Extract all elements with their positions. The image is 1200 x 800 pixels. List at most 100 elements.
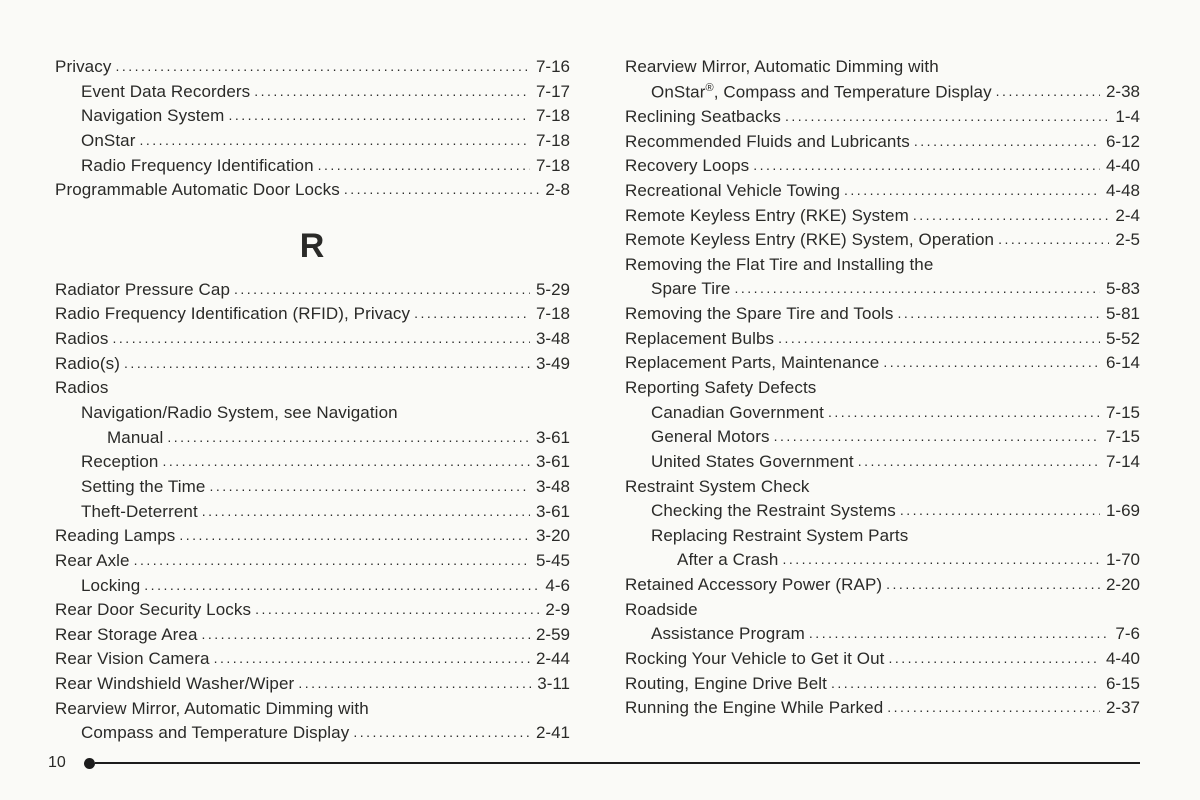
toc-entry-page: 2-38: [1100, 80, 1140, 105]
toc-entry-label: Remote Keyless Entry (RKE) System, Opera…: [625, 228, 998, 253]
toc-entry-label: Programmable Automatic Door Locks: [55, 178, 344, 203]
toc-entry-page: 5-81: [1100, 302, 1140, 327]
toc-leader-dots: ........................................…: [139, 130, 530, 150]
toc-entry-label: General Motors: [651, 425, 774, 450]
toc-entry: Manual..................................…: [55, 426, 570, 451]
toc-leader-dots: ........................................…: [162, 451, 530, 471]
toc-entry-label: Locking: [81, 574, 144, 599]
toc-entry-page: 6-12: [1100, 130, 1140, 155]
toc-leader-dots: ........................................…: [113, 328, 530, 348]
toc-entry-label: Routing, Engine Drive Belt: [625, 672, 831, 697]
toc-entry-label: Rear Windshield Washer/Wiper: [55, 672, 298, 697]
toc-entry-label: Rear Vision Camera: [55, 647, 214, 672]
toc-entry-label: After a Crash: [677, 548, 782, 573]
toc-leader-dots: ........................................…: [124, 353, 530, 373]
toc-entry: Setting the Time........................…: [55, 475, 570, 500]
toc-entry-label: Rearview Mirror, Automatic Dimming with: [55, 697, 373, 722]
toc-columns: Privacy.................................…: [55, 55, 1140, 746]
toc-entry: General Motors..........................…: [625, 425, 1140, 450]
toc-leader-dots: ........................................…: [785, 106, 1109, 126]
toc-leader-dots: ........................................…: [202, 624, 530, 644]
toc-leader-dots: ........................................…: [782, 549, 1100, 569]
toc-entry: Navigation System.......................…: [55, 104, 570, 129]
toc-entry-page: 2-4: [1109, 204, 1140, 229]
toc-entry-page: 2-9: [539, 598, 570, 623]
toc-entry-label: Reporting Safety Defects: [625, 376, 820, 401]
toc-entry: Reading Lamps...........................…: [55, 524, 570, 549]
toc-entry-label: Checking the Restraint Systems: [651, 499, 900, 524]
toc-leader-dots: ........................................…: [913, 205, 1110, 225]
toc-leader-dots: ........................................…: [202, 501, 530, 521]
toc-entry: Rearview Mirror, Automatic Dimming with.…: [625, 55, 1140, 80]
toc-entry: Removing the Spare Tire and Tools.......…: [625, 302, 1140, 327]
toc-entry-label: Navigation/Radio System, see Navigation: [81, 401, 402, 426]
toc-leader-dots: ........................................…: [255, 599, 539, 619]
toc-entry: Rear Axle...............................…: [55, 549, 570, 574]
toc-entry-label: Recommended Fluids and Lubricants: [625, 130, 914, 155]
toc-leader-dots: ........................................…: [167, 427, 530, 447]
toc-leader-dots: ........................................…: [844, 180, 1100, 200]
toc-entry-page: 3-48: [530, 475, 570, 500]
toc-entry-label: Rearview Mirror, Automatic Dimming with: [625, 55, 943, 80]
toc-entry-label: Removing the Spare Tire and Tools: [625, 302, 898, 327]
toc-leader-dots: ........................................…: [886, 574, 1100, 594]
toc-leader-dots: ........................................…: [228, 105, 530, 125]
toc-entry-label: Compass and Temperature Display: [81, 721, 353, 746]
toc-entry-page: 3-48: [530, 327, 570, 352]
toc-entry-label: Canadian Government: [651, 401, 828, 426]
toc-entry-label: OnStar®, Compass and Temperature Display: [651, 80, 996, 105]
toc-entry: Reporting Safety Defects................…: [625, 376, 1140, 401]
toc-entry: Rear Windshield Washer/Wiper............…: [55, 672, 570, 697]
toc-leader-dots: ........................................…: [144, 575, 539, 595]
toc-entry-label: Removing the Flat Tire and Installing th…: [625, 253, 937, 278]
toc-leader-dots: ........................................…: [883, 352, 1100, 372]
toc-entry-page: 7-14: [1100, 450, 1140, 475]
toc-entry-page: 3-49: [530, 352, 570, 377]
toc-entry-label: Radio Frequency Identification (RFID), P…: [55, 302, 414, 327]
toc-entry-label: Privacy: [55, 55, 115, 80]
toc-entry: Rear Vision Camera......................…: [55, 647, 570, 672]
toc-entry-label: Radio Frequency Identification: [81, 154, 318, 179]
toc-entry-page: 1-4: [1109, 105, 1140, 130]
toc-leader-dots: ........................................…: [900, 500, 1100, 520]
toc-leader-dots: ........................................…: [887, 697, 1100, 717]
toc-entry: Recreational Vehicle Towing.............…: [625, 179, 1140, 204]
toc-entry-page: 3-61: [530, 450, 570, 475]
index-page: Privacy.................................…: [0, 0, 1200, 800]
toc-entry-page: 5-83: [1100, 277, 1140, 302]
toc-entry: Theft-Deterrent.........................…: [55, 500, 570, 525]
toc-entry-label: Running the Engine While Parked: [625, 696, 887, 721]
toc-entry: Recommended Fluids and Lubricants.......…: [625, 130, 1140, 155]
toc-entry-page: 4-48: [1100, 179, 1140, 204]
toc-entry-page: 5-29: [530, 278, 570, 303]
toc-entry: Privacy.................................…: [55, 55, 570, 80]
toc-leader-dots: ........................................…: [414, 303, 530, 323]
footer-bullet-icon: [84, 758, 95, 769]
toc-entry: Rear Door Security Locks................…: [55, 598, 570, 623]
toc-leader-dots: ........................................…: [134, 550, 530, 570]
toc-entry: Locking.................................…: [55, 574, 570, 599]
toc-leader-dots: ........................................…: [179, 525, 530, 545]
toc-entry-page: 3-20: [530, 524, 570, 549]
toc-entry: Remote Keyless Entry (RKE) System, Opera…: [625, 228, 1140, 253]
toc-entry-label: Event Data Recorders: [81, 80, 254, 105]
toc-entry-page: 3-11: [531, 672, 570, 697]
toc-entry: Radios..................................…: [55, 327, 570, 352]
toc-entry: Reclining Seatbacks.....................…: [625, 105, 1140, 130]
toc-entry: After a Crash...........................…: [625, 548, 1140, 573]
toc-entry-page: 4-6: [539, 574, 570, 599]
toc-entry-page: 1-70: [1100, 548, 1140, 573]
toc-entry-page: 2-41: [530, 721, 570, 746]
toc-entry-page: 7-6: [1109, 622, 1140, 647]
toc-entry: Roadside................................…: [625, 598, 1140, 623]
toc-entry: Radio(s)................................…: [55, 352, 570, 377]
toc-entry-page: 7-18: [530, 154, 570, 179]
toc-entry-label: Remote Keyless Entry (RKE) System: [625, 204, 913, 229]
toc-entry-page: 4-40: [1100, 154, 1140, 179]
toc-entry: Spare Tire..............................…: [625, 277, 1140, 302]
toc-entry: Replacement Parts, Maintenance..........…: [625, 351, 1140, 376]
toc-entry-label: Replacement Parts, Maintenance: [625, 351, 883, 376]
toc-entry-page: 3-61: [530, 426, 570, 451]
toc-leader-dots: ........................................…: [318, 155, 530, 175]
toc-entry-label: Restraint System Check: [625, 475, 814, 500]
